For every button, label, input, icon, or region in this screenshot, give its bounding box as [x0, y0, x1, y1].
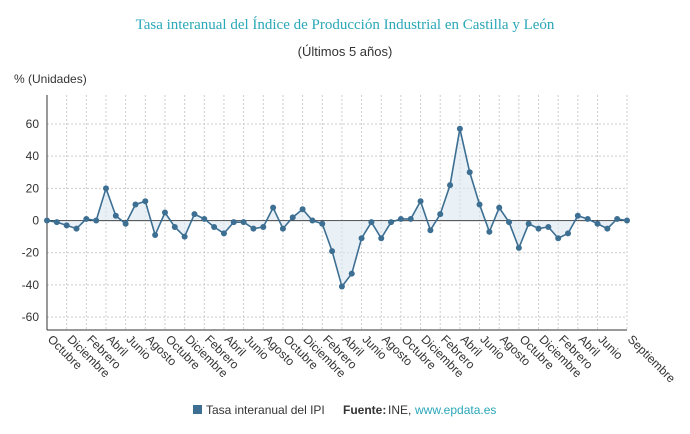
source: INE, — [388, 403, 411, 417]
point — [378, 235, 385, 242]
y-axis-label: % (Unidades) — [14, 72, 87, 86]
point — [506, 219, 513, 226]
point — [338, 283, 345, 290]
chart-subtitle: (Últimos 5 años) — [298, 44, 393, 59]
point — [456, 125, 463, 132]
point — [44, 217, 50, 224]
y-tick-label: 60 — [26, 117, 40, 131]
point — [545, 223, 552, 230]
point — [73, 225, 80, 232]
x-tick-label: Septiembre — [625, 332, 679, 386]
point — [63, 222, 70, 229]
area — [47, 128, 627, 287]
point — [289, 214, 296, 221]
point — [152, 232, 159, 239]
point — [201, 215, 208, 222]
y-tick-label: -20 — [22, 246, 40, 260]
point — [230, 219, 237, 226]
point — [486, 228, 493, 235]
point — [181, 233, 188, 240]
point — [397, 215, 404, 222]
point — [407, 215, 414, 222]
y-tick-label: 0 — [32, 214, 39, 228]
point — [604, 225, 611, 232]
y-tick-label: -60 — [22, 310, 40, 324]
point — [476, 201, 483, 208]
point — [348, 270, 355, 277]
point — [535, 225, 542, 232]
legend-swatch — [193, 405, 202, 414]
legend-label: Tasa interanual del IPI — [206, 403, 325, 417]
point — [329, 248, 336, 255]
point — [171, 223, 178, 230]
point — [417, 198, 424, 205]
point — [250, 225, 257, 232]
point — [565, 230, 572, 237]
point — [83, 215, 90, 222]
chart-title: Tasa interanual del Índice de Producción… — [136, 16, 555, 33]
point — [466, 169, 473, 176]
point — [496, 204, 503, 211]
point — [279, 225, 286, 232]
point — [122, 220, 129, 227]
point — [53, 219, 60, 226]
point — [574, 212, 581, 219]
y-tick-label: 20 — [26, 181, 40, 195]
point — [191, 211, 198, 218]
point — [211, 223, 218, 230]
point — [260, 223, 267, 230]
point — [112, 212, 119, 219]
y-tick-label: -40 — [22, 278, 40, 292]
point — [584, 215, 591, 222]
point — [594, 220, 601, 227]
point — [437, 211, 444, 218]
point — [299, 206, 306, 213]
point — [368, 219, 375, 226]
point — [161, 209, 168, 216]
point — [515, 244, 522, 251]
point — [240, 219, 247, 226]
point — [102, 185, 109, 192]
point — [319, 220, 326, 227]
y-tick-label: 40 — [26, 149, 40, 163]
point — [309, 217, 316, 224]
point — [447, 182, 454, 189]
legend: Tasa interanual del IPI Fuente: INE, www… — [193, 403, 496, 417]
point — [358, 235, 365, 242]
point — [427, 227, 434, 234]
point — [93, 217, 100, 224]
point — [270, 204, 277, 211]
point — [388, 219, 395, 226]
point — [614, 215, 621, 222]
source-link[interactable]: www.epdata.es — [414, 403, 496, 417]
point — [142, 198, 149, 205]
point — [132, 201, 139, 208]
source-label: Fuente: — [343, 403, 386, 417]
point — [220, 230, 227, 237]
point — [555, 235, 562, 242]
point — [525, 220, 532, 227]
point — [624, 217, 630, 224]
